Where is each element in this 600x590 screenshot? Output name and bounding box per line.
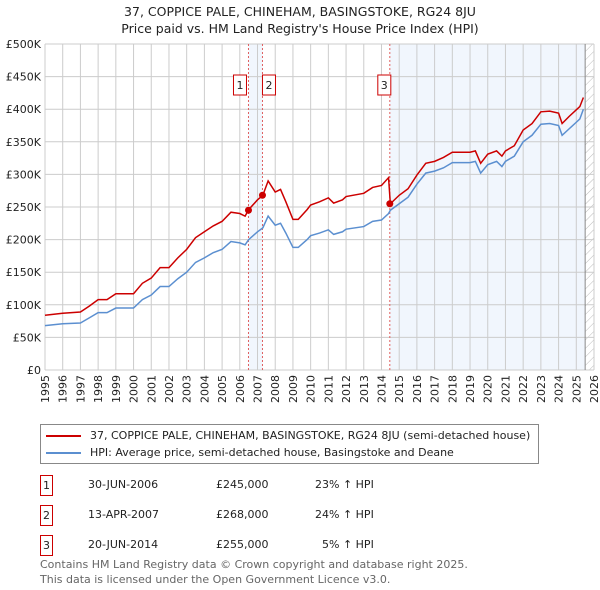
hpi-line <box>44 108 585 327</box>
sale-point <box>258 191 266 199</box>
x-tick-label: 2008 <box>269 375 282 403</box>
sale-number: 3 <box>40 535 53 556</box>
price-line <box>44 97 585 316</box>
sale-row: 3 20-JUN-2014 £255,000 5% ↑ HPI <box>40 535 440 556</box>
x-tick-label: 2006 <box>234 375 247 403</box>
x-tick-label: 2002 <box>163 375 176 403</box>
x-tick-label: 2026 <box>588 375 600 403</box>
y-tick-label: £0 <box>27 364 41 377</box>
x-tick-label: 2024 <box>553 375 566 403</box>
x-tick-label: 2023 <box>535 375 548 403</box>
y-tick-label: £400K <box>6 103 42 116</box>
x-tick-label: 1995 <box>39 375 52 403</box>
sale-point <box>386 200 394 208</box>
sale-price: £268,000 <box>216 508 269 521</box>
x-tick-label: 2018 <box>446 375 459 403</box>
footer-copyright: Contains HM Land Registry data © Crown c… <box>40 558 468 571</box>
chart-subtitle: Price paid vs. HM Land Registry's House … <box>121 21 479 36</box>
legend-swatch-hpi <box>46 451 81 454</box>
x-tick-label: 2000 <box>128 375 141 403</box>
x-tick-label: 2012 <box>340 375 353 403</box>
x-tick-label: 2025 <box>570 375 583 403</box>
sale-number: 1 <box>40 475 53 496</box>
y-tick-label: £350K <box>6 136 42 149</box>
x-tick-label: 2020 <box>482 375 495 403</box>
legend: 37, COPPICE PALE, CHINEHAM, BASINGSTOKE,… <box>40 424 540 464</box>
sale-number: 2 <box>40 505 53 526</box>
y-tick-label: £500K <box>6 38 42 51</box>
x-tick-label: 1996 <box>57 375 70 403</box>
sale-label-box <box>377 74 392 96</box>
sale-date: 20-JUN-2014 <box>88 538 159 551</box>
x-tick-label: 2010 <box>305 375 318 403</box>
y-tick-label: £300K <box>6 168 42 181</box>
sale-label-box <box>261 74 276 96</box>
x-tick-label: 1998 <box>92 375 105 403</box>
x-tick-label: 2014 <box>375 375 388 403</box>
footer-licence: This data is licensed under the Open Gov… <box>40 573 391 586</box>
legend-label-price: 37, COPPICE PALE, CHINEHAM, BASINGSTOKE,… <box>90 429 531 442</box>
chart-title: 37, COPPICE PALE, CHINEHAM, BASINGSTOKE,… <box>124 4 476 19</box>
sale-date: 30-JUN-2006 <box>88 478 159 491</box>
x-tick-label: 2017 <box>429 375 442 403</box>
sale-row: 2 13-APR-2007 £268,000 24% ↑ HPI <box>40 505 440 526</box>
legend-swatch-price <box>46 434 81 437</box>
legend-label-hpi: HPI: Average price, semi-detached house,… <box>90 446 454 459</box>
x-tick-label: 2007 <box>252 375 265 403</box>
sale-price: £245,000 <box>216 478 269 491</box>
x-tick-label: 2003 <box>181 375 194 403</box>
x-tick-label: 1997 <box>74 375 87 403</box>
x-tick-label: 2004 <box>198 375 211 403</box>
y-tick-label: £50K <box>13 331 42 344</box>
sale-hpi-diff: 24% ↑ HPI <box>315 508 374 521</box>
x-tick-label: 2001 <box>145 375 158 403</box>
sale-hpi-diff: 5% ↑ HPI <box>322 538 374 551</box>
y-tick-label: £200K <box>6 234 42 247</box>
sale-label: 3 <box>381 79 388 92</box>
plot-area: 1995 1996 1997 1998 1999 2000 2001 2002 2003 2004… <box>6 38 600 403</box>
sale-hpi-diff: 23% ↑ HPI <box>315 478 374 491</box>
x-tick-label: 2016 <box>411 375 424 403</box>
sale-point <box>244 206 252 214</box>
sale-row: 1 30-JUN-2006 £245,000 23% ↑ HPI <box>40 475 440 496</box>
sale-label: 2 <box>265 79 272 92</box>
x-tick-label: 1999 <box>110 375 123 403</box>
x-tick-label: 2022 <box>517 375 530 403</box>
sale-price: £255,000 <box>216 538 269 551</box>
sale-label: 1 <box>236 79 243 92</box>
x-tick-label: 2009 <box>287 375 300 403</box>
x-tick-label: 2019 <box>464 375 477 403</box>
sale-label-box <box>232 74 247 96</box>
x-tick-label: 2015 <box>393 375 406 403</box>
sale-date: 13-APR-2007 <box>88 508 160 521</box>
x-tick-label: 2013 <box>358 375 371 403</box>
y-tick-label: £250K <box>6 201 42 214</box>
y-tick-label: £150K <box>6 266 42 279</box>
y-tick-label: £450K <box>6 71 42 84</box>
x-tick-label: 2011 <box>322 375 335 403</box>
x-tick-label: 2005 <box>216 375 229 403</box>
y-tick-label: £100K <box>6 299 42 312</box>
x-tick-label: 2021 <box>499 375 512 403</box>
